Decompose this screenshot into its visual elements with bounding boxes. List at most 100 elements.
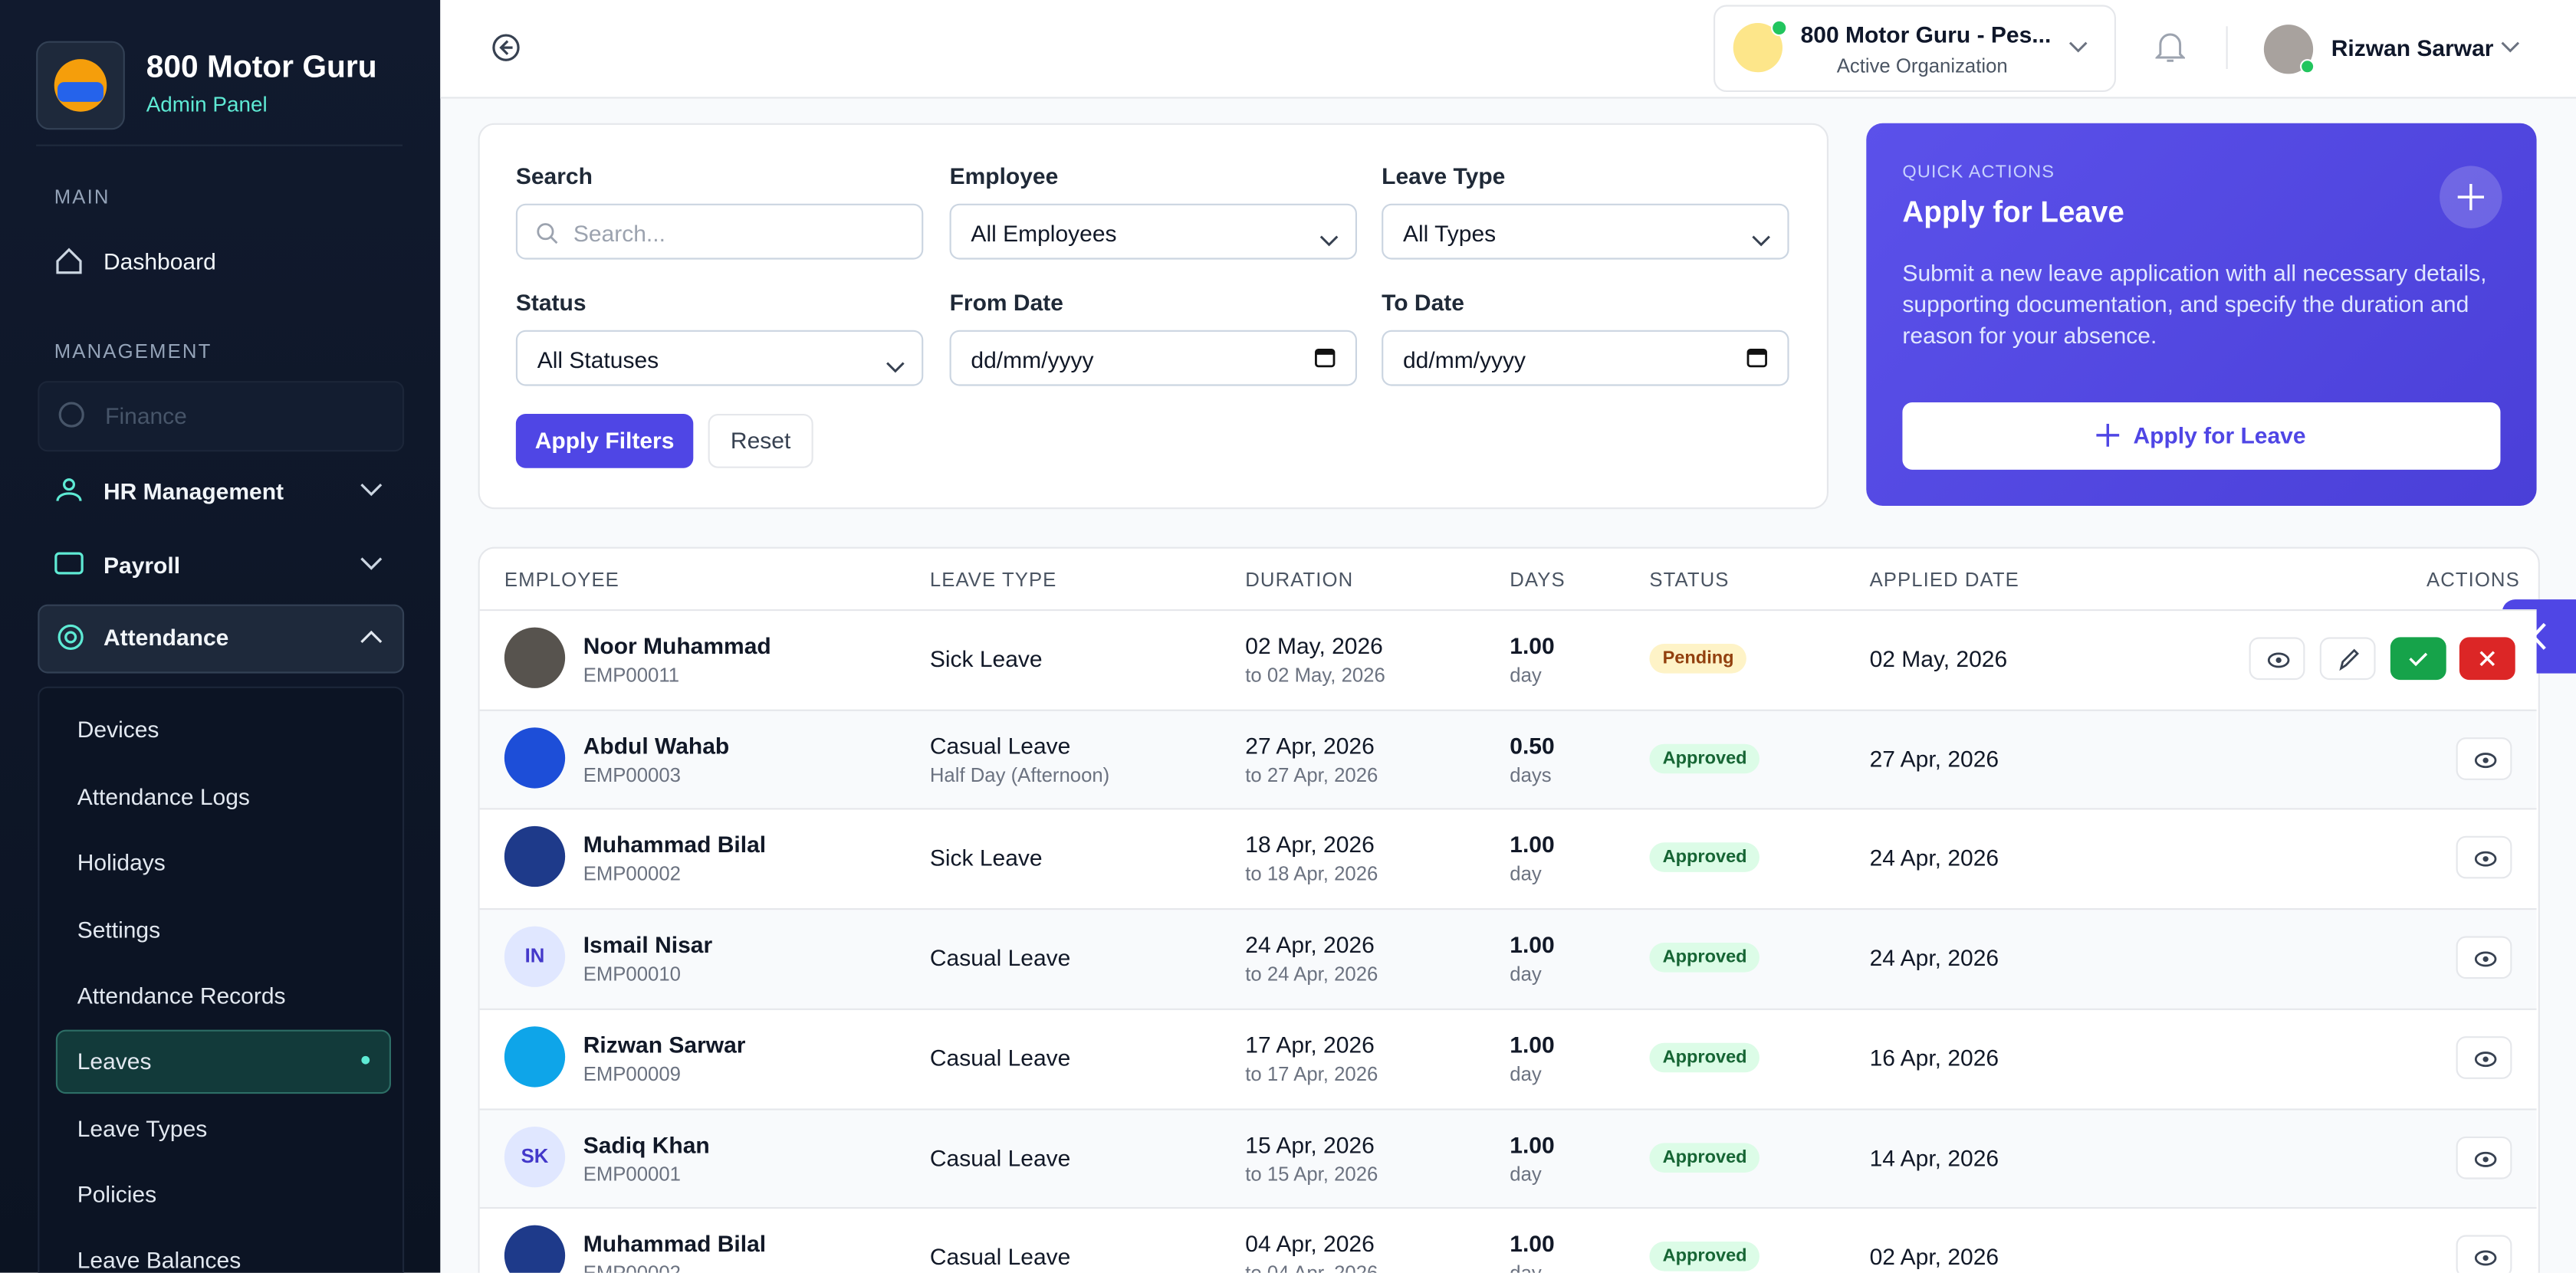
search-input[interactable]: Search... — [515, 203, 924, 260]
org-online — [1771, 19, 1788, 37]
applied-date: 02 May, 2026 — [1869, 645, 2008, 672]
notifications[interactable] — [2155, 31, 2185, 64]
brand: 800 Motor Guru — [146, 51, 377, 86]
employee-id: EMP00003 — [583, 763, 681, 786]
filter-label: Employee — [949, 162, 1059, 189]
applied-date: 24 Apr, 2026 — [1869, 845, 1999, 871]
view-button-svg — [2474, 1250, 2497, 1266]
days: 0.50 — [1510, 732, 1555, 759]
employee-id: EMP00001 — [583, 1162, 681, 1186]
filter-input[interactable]: All Employees — [949, 203, 1357, 260]
table-row — [479, 1107, 2537, 1209]
submenu-item[interactable]: Leave Types — [77, 1115, 208, 1142]
view-button[interactable] — [2456, 1035, 2512, 1079]
reject-button[interactable] — [2459, 637, 2515, 681]
edit-button[interactable] — [2319, 637, 2376, 681]
divider — [36, 144, 403, 146]
approve-button[interactable] — [2390, 637, 2446, 681]
add-button[interactable] — [2440, 166, 2502, 228]
employee-name: Muhammad Bilal — [583, 832, 767, 858]
sidebar: 800 Motor Guru Admin Panel MAIN Dashboar… — [0, 0, 441, 1273]
reset-button[interactable]: Reset — [708, 414, 813, 468]
nav-item[interactable]: Attendance — [104, 624, 229, 651]
submenu-item[interactable]: Holidays — [77, 848, 166, 876]
org-switcher[interactable] — [1714, 5, 2116, 92]
days-unit: day — [1510, 962, 1542, 986]
submenu-item[interactable]: Policies — [77, 1180, 157, 1207]
view-button[interactable] — [2456, 836, 2512, 880]
user-name[interactable]: Rizwan Sarwar — [2331, 34, 2494, 61]
nav-item: Finance — [105, 402, 187, 429]
submenu-item[interactable]: Attendance Logs — [77, 783, 250, 810]
employee-name: Rizwan Sarwar — [583, 1031, 746, 1058]
chevron — [360, 630, 383, 643]
avatar — [504, 627, 566, 688]
view-button[interactable] — [2456, 1235, 2512, 1273]
days-unit: day — [1510, 862, 1542, 886]
chevron — [1319, 227, 1339, 247]
applied-date: 27 Apr, 2026 — [1869, 745, 1999, 772]
submenu-item[interactable]: Leave Balances — [77, 1246, 242, 1273]
to-date: to 18 Apr, 2026 — [1245, 862, 1378, 886]
filter-input[interactable]: All Statuses — [515, 330, 924, 386]
apply-filters-button[interactable]: Apply Filters — [515, 414, 694, 468]
submenu-item[interactable]: Attendance Records — [77, 982, 286, 1009]
view-button[interactable] — [2249, 637, 2305, 681]
submenu-item[interactable]: Leaves — [77, 1048, 152, 1075]
nav-item[interactable]: Dashboard — [104, 248, 216, 274]
table-row — [479, 1008, 2537, 1108]
plus-icon — [2457, 183, 2484, 211]
calendar-icon-svg — [1315, 349, 1336, 368]
view-button[interactable] — [2456, 936, 2512, 979]
status-badge: Approved — [1649, 943, 1760, 973]
from-date: 02 May, 2026 — [1245, 632, 1383, 659]
status-badge: Approved — [1649, 1042, 1760, 1072]
avatar — [504, 826, 566, 887]
submenu-item[interactable]: Settings — [77, 916, 161, 943]
apply-leave-button[interactable]: Apply for Leave — [1902, 402, 2501, 470]
days: 1.00 — [1510, 1230, 1555, 1257]
column-header: EMPLOYEE — [504, 568, 619, 592]
topbar: 800 Motor Guru - Pes... Active Organizat… — [440, 0, 2576, 99]
leave-type: Casual Leave — [929, 1044, 1071, 1071]
nav-item[interactable]: HR Management — [104, 477, 284, 504]
days-unit: day — [1510, 1262, 1541, 1273]
view-button-svg — [2474, 752, 2497, 768]
chevron — [2068, 41, 2088, 53]
status-badge: Approved — [1649, 843, 1760, 873]
hr-icon — [56, 478, 82, 502]
view-button-svg — [2474, 851, 2497, 868]
view-button-svg — [2474, 1051, 2497, 1067]
filter-label: To Date — [1382, 289, 1464, 316]
chevron — [2501, 41, 2520, 53]
filter-input[interactable]: All Types — [1382, 203, 1789, 260]
avatar — [504, 727, 566, 788]
org-name: 800 Motor Guru - Pes... — [1800, 21, 2052, 48]
chevron — [360, 557, 383, 570]
status-badge: Approved — [1649, 1142, 1760, 1172]
avatar-initials: IN — [504, 926, 566, 988]
applied-date: 24 Apr, 2026 — [1869, 944, 1999, 971]
view-button[interactable] — [2456, 1135, 2512, 1179]
column-header: LEAVE TYPE — [929, 568, 1057, 592]
view-button[interactable] — [2456, 737, 2512, 780]
nav-item-active[interactable] — [38, 604, 405, 674]
submenu-item[interactable]: Devices — [77, 716, 159, 743]
filter-input[interactable]: dd/mm/yyyy — [949, 330, 1357, 386]
view-button-svg — [2267, 652, 2290, 668]
chevron-svg — [1752, 235, 1770, 247]
chevron-svg — [1319, 235, 1339, 247]
to-date: to 27 Apr, 2026 — [1245, 763, 1378, 786]
chevron — [886, 353, 905, 373]
back-button[interactable] — [491, 33, 521, 63]
home-icon — [56, 248, 82, 274]
divider — [2226, 26, 2228, 69]
leave-note: Half Day (Afternoon) — [929, 763, 1110, 786]
days: 1.00 — [1510, 931, 1555, 958]
submenu — [38, 686, 405, 1273]
finance-icon — [58, 402, 84, 428]
filter-input[interactable]: dd/mm/yyyy — [1382, 330, 1789, 386]
nav-item[interactable]: Payroll — [104, 552, 181, 579]
